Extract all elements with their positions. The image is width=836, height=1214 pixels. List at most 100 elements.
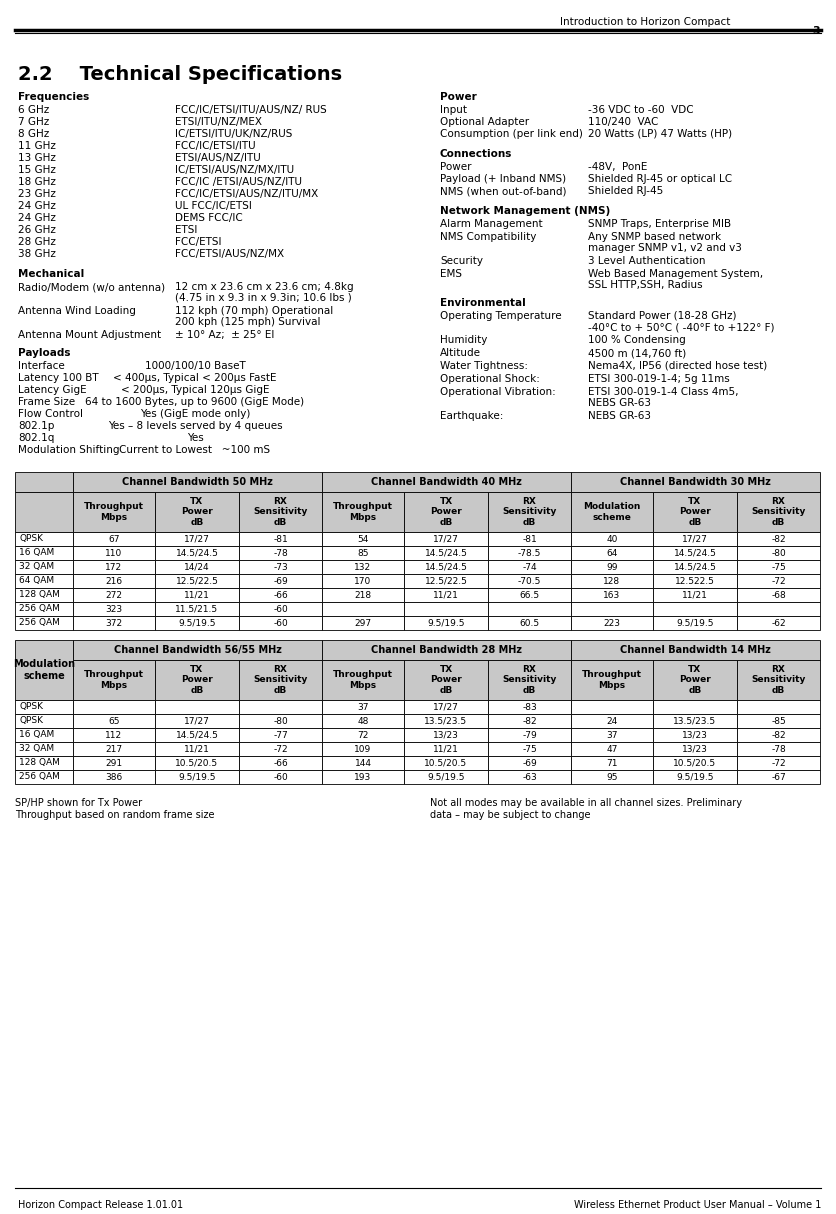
Text: 14/24: 14/24 <box>184 562 210 572</box>
Text: UL FCC/IC/ETSI: UL FCC/IC/ETSI <box>175 202 252 211</box>
Text: RX
Sensitivity
dB: RX Sensitivity dB <box>253 665 308 694</box>
Bar <box>155 728 239 742</box>
Text: 802.1p: 802.1p <box>18 421 54 431</box>
Bar <box>488 546 571 560</box>
Bar <box>73 532 155 546</box>
Bar <box>571 770 653 784</box>
Text: Security: Security <box>440 256 483 266</box>
Text: TX
Power
dB: TX Power dB <box>431 497 461 527</box>
Bar <box>404 770 488 784</box>
Bar <box>73 714 155 728</box>
Text: 13/23: 13/23 <box>682 731 708 739</box>
Bar <box>488 602 571 615</box>
Text: 3: 3 <box>813 25 820 36</box>
Bar <box>15 472 73 492</box>
Text: < 200µs, Typical 120µs GigE: < 200µs, Typical 120µs GigE <box>120 385 269 395</box>
Text: Antenna Wind Loading: Antenna Wind Loading <box>18 306 136 316</box>
Text: 11/21: 11/21 <box>184 590 210 600</box>
Bar <box>404 660 488 700</box>
Bar <box>155 492 239 532</box>
Text: 37: 37 <box>606 731 618 739</box>
Text: 218: 218 <box>354 590 371 600</box>
Text: 200 kph (125 mph) Survival: 200 kph (125 mph) Survival <box>175 317 320 327</box>
Bar <box>239 574 322 588</box>
Text: 95: 95 <box>606 772 618 782</box>
Bar <box>653 756 737 770</box>
Text: 14.5/24.5: 14.5/24.5 <box>176 549 218 557</box>
Text: 11/21: 11/21 <box>433 590 459 600</box>
Text: ± 10° Az;  ± 25° El: ± 10° Az; ± 25° El <box>175 330 274 340</box>
Bar <box>155 574 239 588</box>
Bar <box>653 615 737 630</box>
Bar <box>239 492 322 532</box>
Bar <box>488 588 571 602</box>
Text: Frequencies: Frequencies <box>18 92 89 102</box>
Bar <box>571 640 820 660</box>
Text: -60: -60 <box>273 618 288 628</box>
Bar <box>653 588 737 602</box>
Text: DEMS FCC/IC: DEMS FCC/IC <box>175 212 242 223</box>
Bar <box>653 700 737 714</box>
Text: Power: Power <box>440 92 477 102</box>
Bar <box>404 714 488 728</box>
Bar <box>737 546 820 560</box>
Text: Introduction to Horizon Compact: Introduction to Horizon Compact <box>560 17 731 27</box>
Text: -77: -77 <box>273 731 288 739</box>
Bar <box>322 615 404 630</box>
Text: 12.5/22.5: 12.5/22.5 <box>176 577 218 585</box>
Text: -72: -72 <box>771 759 786 767</box>
Bar <box>653 728 737 742</box>
Bar <box>653 532 737 546</box>
Text: EMS: EMS <box>440 270 462 279</box>
Text: 24 GHz: 24 GHz <box>18 202 56 211</box>
Text: ETSI/ITU/NZ/MEX: ETSI/ITU/NZ/MEX <box>175 117 262 127</box>
Text: NEBS GR-63: NEBS GR-63 <box>588 398 651 408</box>
Text: 11 GHz: 11 GHz <box>18 141 56 151</box>
Text: data – may be subject to change: data – may be subject to change <box>430 810 590 819</box>
Text: 64: 64 <box>606 549 618 557</box>
Text: 17/27: 17/27 <box>433 703 459 711</box>
Text: FCC/ETSI/AUS/NZ/MX: FCC/ETSI/AUS/NZ/MX <box>175 249 284 259</box>
Text: 9.5/19.5: 9.5/19.5 <box>427 772 465 782</box>
Text: Latency GigE: Latency GigE <box>18 385 87 395</box>
Text: 60.5: 60.5 <box>519 618 539 628</box>
Bar <box>15 742 73 756</box>
Text: TX
Power
dB: TX Power dB <box>431 665 461 694</box>
Text: 11.5/21.5: 11.5/21.5 <box>176 605 218 613</box>
Bar <box>322 770 404 784</box>
Bar <box>488 574 571 588</box>
Text: 291: 291 <box>105 759 123 767</box>
Bar <box>239 660 322 700</box>
Bar <box>155 602 239 615</box>
Text: 24: 24 <box>606 716 618 726</box>
Text: IC/ETSI/ITU/UK/NZ/RUS: IC/ETSI/ITU/UK/NZ/RUS <box>175 129 293 138</box>
Bar <box>155 756 239 770</box>
Bar <box>155 546 239 560</box>
Text: 3 Level Authentication: 3 Level Authentication <box>588 256 706 266</box>
Bar <box>404 602 488 615</box>
Text: 11/21: 11/21 <box>433 744 459 754</box>
Text: Antenna Mount Adjustment: Antenna Mount Adjustment <box>18 330 161 340</box>
Text: -60: -60 <box>273 605 288 613</box>
Text: -36 VDC to -60  VDC: -36 VDC to -60 VDC <box>588 104 694 115</box>
Bar <box>404 492 488 532</box>
Bar <box>571 560 653 574</box>
Text: 323: 323 <box>105 605 123 613</box>
Text: 26 GHz: 26 GHz <box>18 225 56 236</box>
Bar <box>73 742 155 756</box>
Text: FCC/ETSI: FCC/ETSI <box>175 237 222 246</box>
Text: 17/27: 17/27 <box>433 534 459 544</box>
Bar <box>653 560 737 574</box>
Bar <box>322 532 404 546</box>
Bar <box>322 700 404 714</box>
Bar <box>653 660 737 700</box>
Text: Payload (+ Inband NMS): Payload (+ Inband NMS) <box>440 174 566 185</box>
Text: 65: 65 <box>108 716 120 726</box>
Text: Input: Input <box>440 104 467 115</box>
Bar <box>15 770 73 784</box>
Text: IC/ETSI/AUS/NZ/MX/ITU: IC/ETSI/AUS/NZ/MX/ITU <box>175 165 294 175</box>
Text: 172: 172 <box>105 562 123 572</box>
Bar <box>73 602 155 615</box>
Text: 10.5/20.5: 10.5/20.5 <box>425 759 467 767</box>
Text: Throughput
Mbps: Throughput Mbps <box>84 503 144 522</box>
